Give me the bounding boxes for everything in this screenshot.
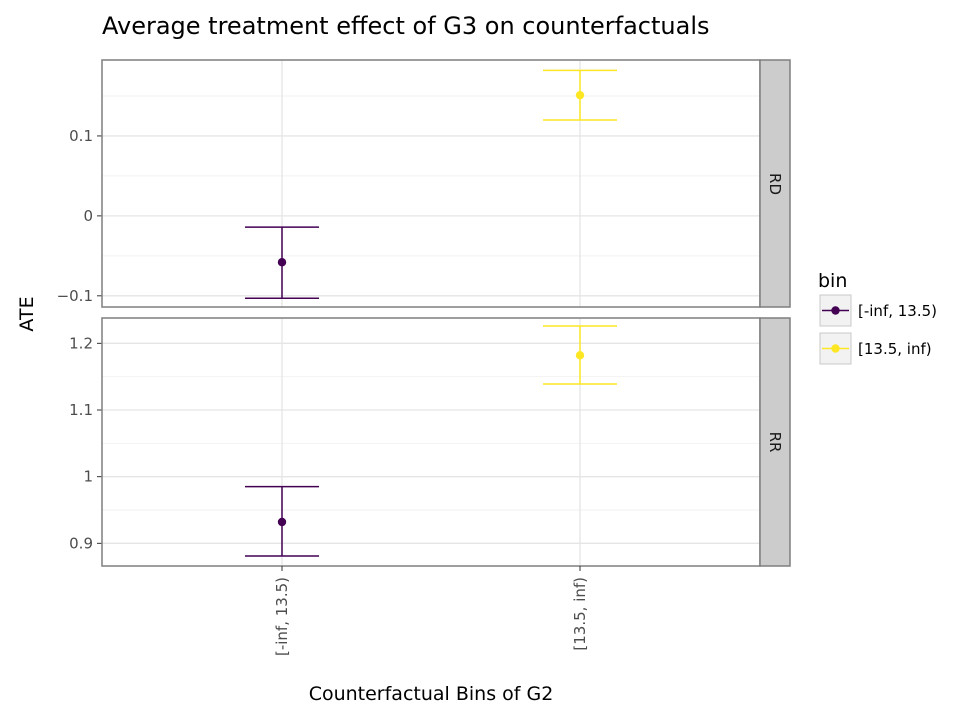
y-tick-label: 0 (83, 207, 93, 225)
y-tick-label: 0.1 (69, 127, 93, 145)
y-tick-label: 1 (83, 468, 93, 486)
facet-strip (759, 317, 791, 567)
legend-label: [13.5, inf) (858, 340, 932, 358)
facet-strip-label: RR (766, 432, 784, 453)
y-tick-label: −0.1 (57, 287, 93, 305)
y-tick-label: 0.9 (69, 534, 93, 552)
x-tick-label: [-inf, 13.5) (273, 577, 291, 656)
legend-entry-1: [13.5, inf) (819, 332, 932, 365)
errorbar-rd-0 (245, 226, 319, 299)
legend: bin [-inf, 13.5) [13.5, inf) (818, 270, 937, 365)
errorbar-rd-1 (543, 69, 617, 121)
legend-key-point (831, 306, 840, 315)
data-point (277, 258, 287, 267)
x-axis-title: Counterfactual Bins of G2 (309, 683, 554, 705)
y-axis-title: ATE (16, 296, 38, 331)
legend-entry-0: [-inf, 13.5) (819, 294, 937, 327)
legend-key-point (831, 344, 840, 353)
legend-title: bin (818, 270, 847, 292)
facet-strip (759, 59, 791, 308)
errorbar-rr-0 (245, 485, 319, 557)
y-tick-label: 1.2 (69, 334, 93, 352)
data-point (575, 90, 585, 100)
data-point (277, 517, 287, 527)
facet-strip-label: RD (766, 173, 784, 195)
errorbar-rr-1 (543, 325, 617, 385)
facet-panel-rr: 0.9 1 1.1 1.2 RR (69, 317, 791, 567)
facet-panel-rd: −0.1 0 0.1 RD (57, 59, 791, 308)
data-point (575, 351, 585, 360)
panel-background (102, 60, 760, 307)
legend-label: [-inf, 13.5) (858, 302, 937, 320)
y-tick-label: 1.1 (69, 401, 93, 419)
panel-background (102, 318, 760, 566)
chart-title: Average treatment effect of G3 on counte… (102, 12, 710, 40)
x-tick-label: [13.5, inf) (571, 577, 589, 651)
